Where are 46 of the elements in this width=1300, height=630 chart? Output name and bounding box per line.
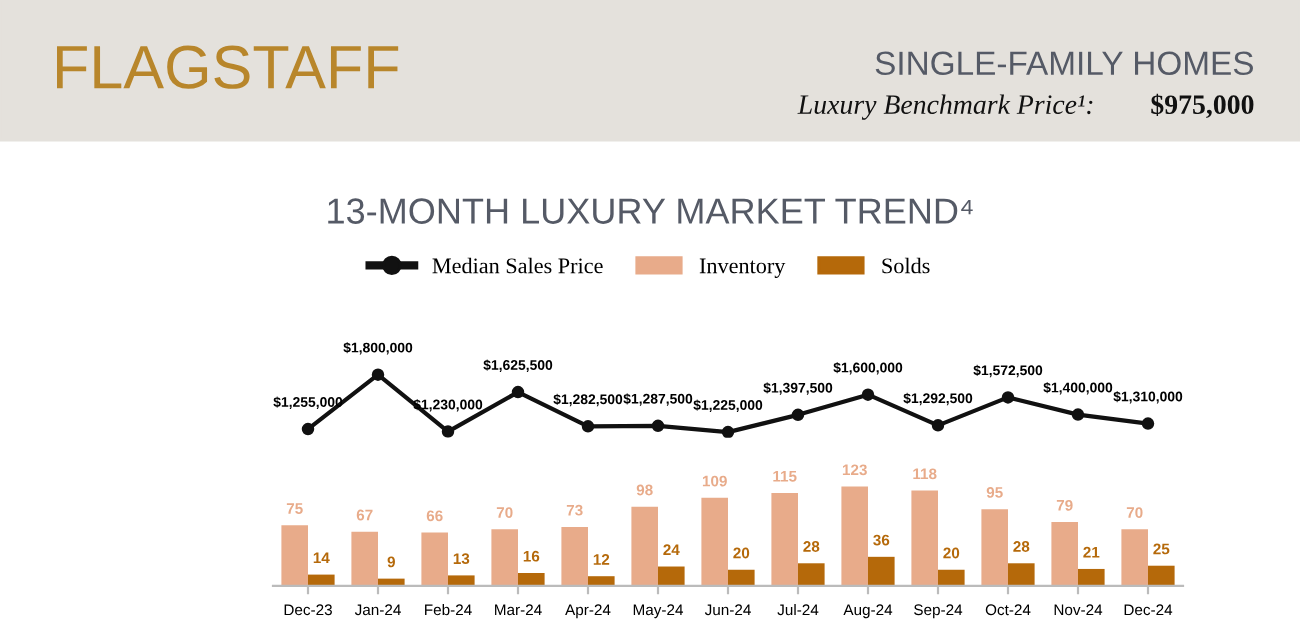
bar	[798, 563, 825, 586]
bar	[448, 575, 475, 586]
bar	[841, 486, 868, 586]
bar	[771, 493, 798, 586]
bar	[561, 526, 588, 586]
bar	[1078, 568, 1105, 586]
point	[301, 422, 315, 436]
point	[1001, 391, 1015, 404]
point	[441, 425, 455, 438]
text: SINGLE-FAMILY HOMES	[875, 51, 1253, 76]
point	[861, 388, 875, 401]
bar	[911, 490, 938, 586]
bar	[1121, 529, 1148, 586]
legend-label: Solds	[882, 257, 930, 274]
text: FLAGSTAFF	[57, 45, 399, 89]
bar	[631, 506, 658, 586]
legend-label: Median Sales Price	[432, 257, 603, 274]
point	[791, 408, 805, 422]
point	[581, 420, 595, 433]
bar	[421, 532, 448, 586]
legend-label: Inventory	[699, 258, 786, 278]
bar	[938, 569, 965, 586]
bar	[518, 572, 545, 586]
bar	[868, 556, 895, 586]
bar	[1148, 565, 1175, 586]
point	[931, 419, 945, 432]
bar	[308, 574, 335, 586]
bar	[351, 531, 378, 586]
point	[371, 368, 385, 381]
text: Luxury Benchmark Price¹:	[797, 94, 1093, 120]
point	[1141, 417, 1155, 430]
point	[511, 385, 525, 399]
bar	[1051, 522, 1078, 586]
point	[1071, 408, 1085, 421]
bar	[701, 497, 728, 586]
text: $975,000	[1151, 93, 1254, 119]
bar	[588, 576, 615, 586]
bar	[491, 529, 518, 586]
bar	[658, 566, 685, 586]
point	[721, 425, 735, 438]
bar	[281, 525, 308, 586]
bar	[1008, 563, 1035, 586]
bar	[728, 569, 755, 586]
bar	[981, 509, 1008, 586]
point	[651, 419, 665, 433]
chart-title: 13-MONTH LUXURY MARKET TREND⁴	[328, 198, 973, 224]
